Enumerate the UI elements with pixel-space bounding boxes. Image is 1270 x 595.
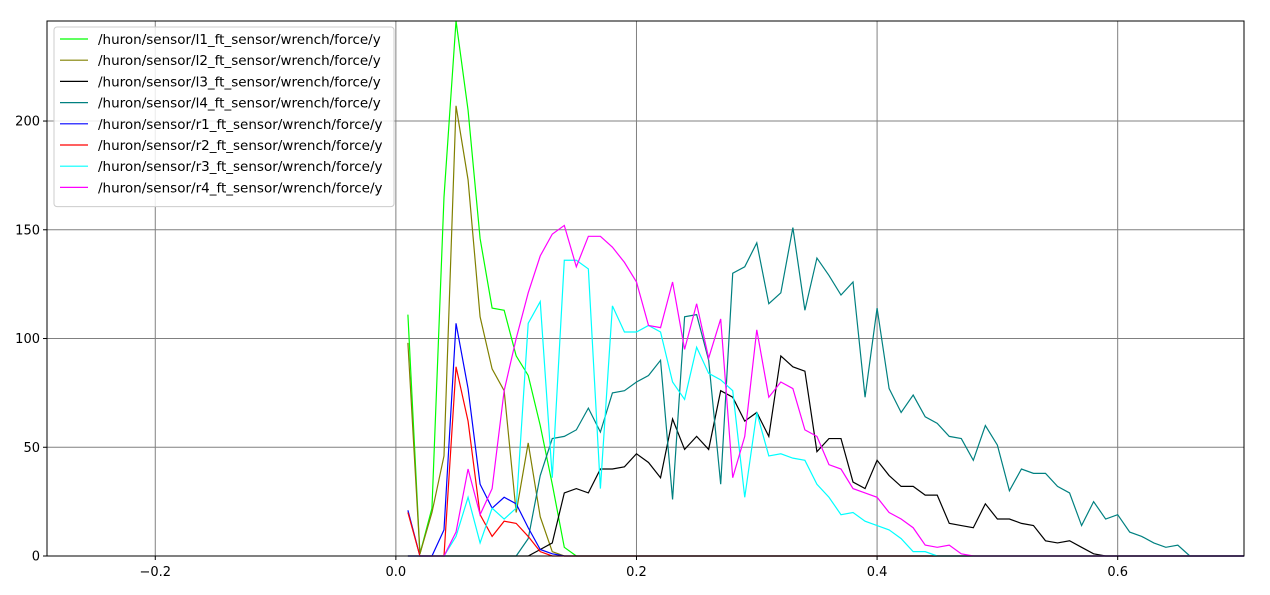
y-axis: 0 50 100 150 200 [15, 115, 47, 565]
plot-frame [46, 20, 1245, 557]
series-line-4 [407, 227, 1244, 557]
legend-label: /huron/sensor/r4_ft_sensor/wrench/force/… [98, 180, 383, 196]
x-tick-label: 0.6 [1107, 565, 1128, 580]
legend-label: /huron/sensor/r3_ft_sensor/wrench/force/… [98, 159, 383, 175]
y-tick-label: 150 [15, 223, 40, 238]
legend-label: /huron/sensor/r2_ft_sensor/wrench/force/… [98, 138, 383, 154]
x-axis: −0.2 0.0 0.2 0.4 0.6 [139, 556, 1128, 580]
y-tick-label: 200 [15, 115, 40, 130]
y-tick-label: 0 [32, 550, 40, 565]
y-tick-label: 50 [23, 441, 40, 456]
legend-label: /huron/sensor/l3_ft_sensor/wrench/force/… [98, 74, 381, 90]
x-tick-label: 0.2 [626, 565, 647, 580]
legend-label: /huron/sensor/l1_ft_sensor/wrench/force/… [98, 32, 381, 48]
legend-label: /huron/sensor/l2_ft_sensor/wrench/force/… [98, 53, 381, 69]
x-tick-label: −0.2 [139, 565, 171, 580]
y-tick-label: 100 [15, 332, 40, 347]
x-tick-label: 0.4 [867, 565, 888, 580]
x-tick-label: 0.0 [386, 565, 407, 580]
legend-box [53, 26, 395, 208]
legend-label: /huron/sensor/l4_ft_sensor/wrench/force/… [98, 96, 381, 112]
legend-label: /huron/sensor/r1_ft_sensor/wrench/force/… [98, 117, 383, 133]
legend: /huron/sensor/l1_ft_sensor/wrench/force/… [53, 26, 395, 208]
